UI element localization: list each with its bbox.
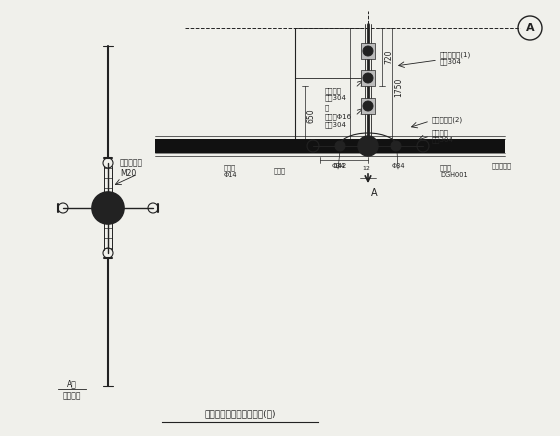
Text: 720: 720	[384, 50, 393, 64]
Text: 中空玻璃墙: 中空玻璃墙	[492, 163, 512, 169]
Text: 12: 12	[362, 166, 370, 171]
Circle shape	[92, 192, 124, 224]
Text: 650: 650	[307, 109, 316, 123]
Bar	[361, 43, 375, 59]
Text: 拉杆接头
钢种304: 拉杆接头 钢种304	[325, 87, 347, 101]
Text: 爪爪装饰件(2): 爪爪装饰件(2)	[432, 117, 463, 123]
Circle shape	[391, 141, 401, 151]
Circle shape	[335, 141, 345, 151]
Text: 平头护管
钢种304: 平头护管 钢种304	[432, 129, 454, 143]
Circle shape	[358, 136, 378, 156]
Text: A: A	[371, 188, 377, 198]
Text: 泡泡棒
Φ14: 泡泡棒 Φ14	[223, 164, 237, 178]
Circle shape	[363, 46, 373, 56]
Text: 去掉玻璃: 去掉玻璃	[63, 392, 81, 401]
Circle shape	[364, 142, 372, 150]
Text: 像: 像	[325, 105, 329, 111]
Text: 受力爪爪件(1)
钢种304: 受力爪爪件(1) 钢种304	[440, 51, 472, 65]
Circle shape	[363, 73, 373, 83]
Bar	[361, 70, 375, 86]
Text: Φ34: Φ34	[331, 163, 345, 169]
Text: 直拉杆Φ16
钢种304: 直拉杆Φ16 钢种304	[325, 114, 352, 128]
Text: 某点支式玻璃幕墙节点图(二): 某点支式玻璃幕墙节点图(二)	[204, 409, 276, 419]
Text: 硅构胶: 硅构胶	[274, 168, 286, 174]
Text: A: A	[526, 23, 534, 33]
Text: 1750: 1750	[394, 77, 403, 97]
Circle shape	[363, 101, 373, 111]
Text: 142: 142	[333, 163, 347, 169]
Text: 不锈钢螺栓
M20: 不锈钢螺栓 M20	[120, 158, 143, 178]
Bar	[361, 98, 375, 114]
Text: 雪花板
DGH001: 雪花板 DGH001	[440, 164, 468, 178]
Circle shape	[101, 201, 115, 215]
Text: A向: A向	[67, 379, 77, 388]
Text: Φ34: Φ34	[391, 163, 405, 169]
Bar	[155, 139, 505, 153]
